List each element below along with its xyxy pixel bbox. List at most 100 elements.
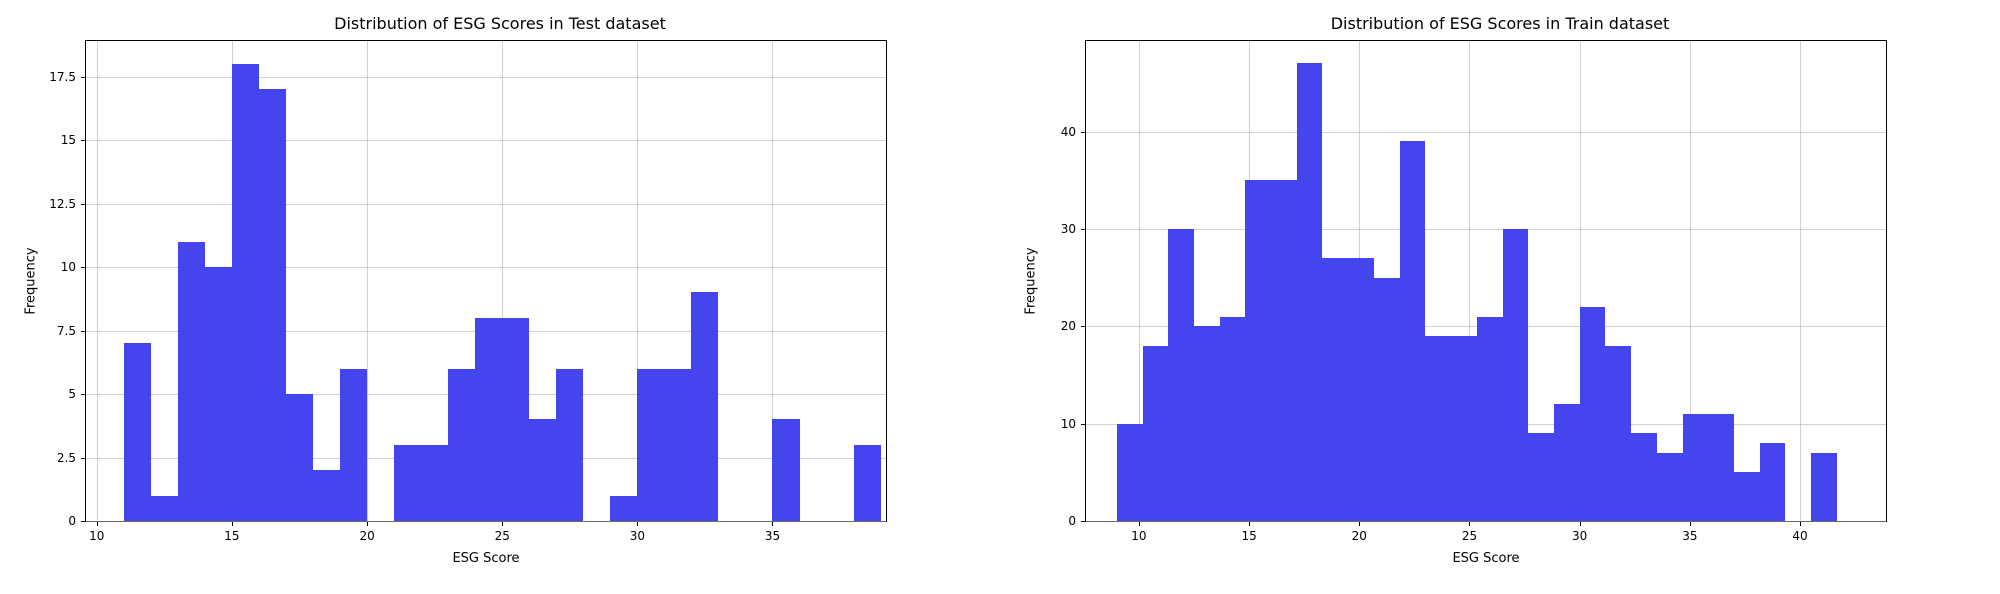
x-tick-label: 20 [359, 529, 374, 543]
histogram-bar [313, 470, 340, 521]
histogram-bar [475, 318, 502, 521]
x-tick-label: 15 [1241, 529, 1256, 543]
figure: Distribution of ESG Scores in Test datas… [0, 0, 2000, 594]
histogram-bar [1554, 404, 1580, 521]
chart-title: Distribution of ESG Scores in Train data… [1000, 14, 2000, 33]
y-tick-label: 15 [61, 133, 76, 147]
grid-line [86, 140, 886, 141]
histogram-bar [232, 64, 259, 521]
histogram-bar [556, 369, 583, 521]
histogram-bar [637, 369, 664, 521]
y-tick [1081, 424, 1086, 425]
y-tick [81, 267, 86, 268]
y-tick-label: 40 [1061, 125, 1076, 139]
grid-line [86, 77, 886, 78]
grid-line [97, 41, 98, 521]
y-tick-label: 2.5 [57, 451, 76, 465]
histogram-bar [394, 445, 421, 521]
histogram-bar [1168, 229, 1194, 521]
y-tick-label: 17.5 [49, 70, 76, 84]
histogram-bar [1220, 317, 1246, 521]
x-tick-label: 10 [1131, 529, 1146, 543]
y-tick-label: 0 [1068, 514, 1076, 528]
x-tick-label: 30 [630, 529, 645, 543]
histogram-bar [448, 369, 475, 521]
histogram-bar [421, 445, 448, 521]
grid-line [86, 521, 886, 522]
histogram-bar [340, 369, 367, 521]
y-tick [81, 521, 86, 522]
grid-line [1086, 521, 1886, 522]
y-tick [81, 458, 86, 459]
grid-line [1800, 41, 1801, 521]
y-tick [81, 140, 86, 141]
histogram-bar [1117, 424, 1143, 521]
y-axis-label: Frequency [24, 247, 39, 314]
grid-line [86, 204, 886, 205]
x-tick-label: 10 [89, 529, 104, 543]
histogram-bar [1811, 453, 1837, 521]
subplot-test: Distribution of ESG Scores in Test datas… [0, 0, 1000, 594]
x-tick-label: 40 [1792, 529, 1807, 543]
y-tick [1081, 521, 1086, 522]
histogram-bar [205, 267, 232, 521]
histogram-bar [772, 419, 799, 521]
x-axis-label: ESG Score [1452, 551, 1519, 566]
x-tick-label: 20 [1352, 529, 1367, 543]
histogram-bar [1605, 346, 1631, 521]
histogram-bar [1348, 258, 1374, 521]
histogram-bar [1400, 141, 1426, 521]
histogram-bar [1194, 326, 1220, 521]
histogram-bar [1451, 336, 1477, 521]
histogram-bar [1322, 258, 1348, 521]
histogram-bar [854, 445, 881, 521]
plot-area: 10152025303502.557.51012.51517.5ESG Scor… [85, 40, 887, 522]
y-tick-label: 0 [68, 514, 76, 528]
histogram-bar [1683, 414, 1709, 521]
y-tick [81, 204, 86, 205]
x-tick-label: 25 [1462, 529, 1477, 543]
histogram-bar [151, 496, 178, 521]
histogram-bar [664, 369, 691, 521]
y-tick [1081, 229, 1086, 230]
histogram-bar [259, 89, 286, 521]
histogram-bar [1708, 414, 1734, 521]
y-tick-label: 5 [68, 387, 76, 401]
histogram-bar [124, 343, 151, 521]
histogram-bar [529, 419, 556, 521]
histogram-bar [1245, 180, 1271, 521]
x-tick-label: 15 [224, 529, 239, 543]
grid-line [1086, 132, 1886, 133]
histogram-bar [1271, 180, 1297, 521]
histogram-bar [1374, 278, 1400, 521]
x-tick-label: 25 [495, 529, 510, 543]
histogram-bar [1297, 63, 1323, 521]
y-tick-label: 30 [1061, 222, 1076, 236]
y-tick [81, 331, 86, 332]
x-tick-label: 35 [765, 529, 780, 543]
histogram-bar [502, 318, 529, 521]
x-tick-label: 35 [1682, 529, 1697, 543]
y-tick [81, 394, 86, 395]
y-tick [1081, 132, 1086, 133]
histogram-bar [1503, 229, 1529, 521]
y-tick-label: 12.5 [49, 197, 76, 211]
y-tick-label: 20 [1061, 319, 1076, 333]
y-tick-label: 7.5 [57, 324, 76, 338]
histogram-bar [1425, 336, 1451, 521]
y-tick-label: 10 [1061, 417, 1076, 431]
y-axis-label: Frequency [1024, 247, 1039, 314]
y-tick-label: 10 [61, 260, 76, 274]
histogram-bar [286, 394, 313, 521]
x-tick-label: 30 [1572, 529, 1587, 543]
chart-title: Distribution of ESG Scores in Test datas… [0, 14, 1000, 33]
y-tick [81, 77, 86, 78]
histogram-bar [610, 496, 637, 521]
plot-area: 10152025303540010203040ESG ScoreFrequenc… [1085, 40, 1887, 522]
histogram-bar [1143, 346, 1169, 521]
x-axis-label: ESG Score [452, 551, 519, 566]
histogram-bar [1477, 317, 1503, 521]
histogram-bar [1760, 443, 1786, 521]
grid-line [367, 41, 368, 521]
histogram-bar [1580, 307, 1606, 521]
